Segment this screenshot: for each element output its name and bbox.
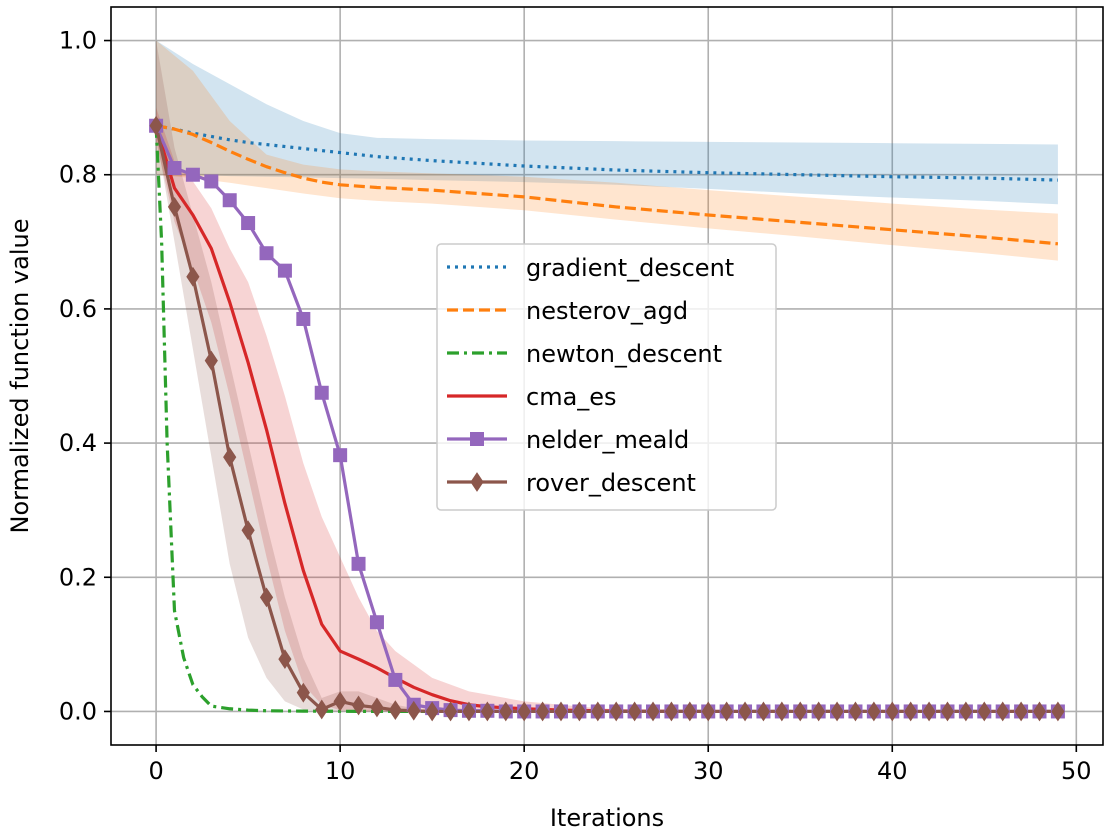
y-tick-label: 0.8 bbox=[59, 161, 97, 189]
rover_descent-marker bbox=[1032, 701, 1047, 722]
legend-label-rover_descent: rover_descent bbox=[526, 469, 696, 497]
rover_descent-marker bbox=[977, 701, 991, 722]
rover_descent-marker bbox=[1051, 701, 1065, 722]
rover_descent-marker bbox=[351, 695, 366, 716]
rover_descent-marker bbox=[738, 701, 752, 722]
x-tick-label: 30 bbox=[693, 757, 724, 785]
y-tick-label: 0.6 bbox=[59, 295, 97, 323]
nelder_meald-marker bbox=[185, 167, 200, 182]
x-tick-label: 50 bbox=[1061, 757, 1092, 785]
nelder_meald-marker bbox=[204, 174, 219, 189]
rover_descent-marker bbox=[867, 701, 881, 722]
rover_descent-marker bbox=[609, 701, 623, 722]
nesterov_agd-line bbox=[155, 124, 1059, 246]
rover_descent-marker bbox=[296, 682, 310, 703]
y-tick-label: 0.0 bbox=[59, 697, 97, 725]
legend-label-newton_descent: newton_descent bbox=[526, 340, 722, 368]
legend: gradient_descent nesterov_agd newton_desce… bbox=[436, 243, 777, 511]
rover_descent-marker bbox=[370, 697, 384, 718]
nelder_meald-marker bbox=[259, 246, 274, 261]
rover_descent-marker bbox=[959, 701, 973, 722]
rover_descent-marker bbox=[149, 115, 163, 136]
rover_descent-marker bbox=[443, 701, 458, 722]
legend-entries: gradient_descent nesterov_agd newton_desce… bbox=[447, 254, 734, 497]
rover_descent-marker bbox=[848, 701, 863, 722]
nelder_meald-marker bbox=[241, 216, 256, 231]
legend-marker-nelder_meald bbox=[470, 432, 484, 446]
y-tick-label: 1.0 bbox=[59, 27, 97, 55]
rover_descent-marker bbox=[996, 701, 1010, 722]
rover_descent-marker bbox=[701, 701, 715, 722]
rover_descent-marker bbox=[315, 699, 329, 720]
axis-ticks: 0 10 20 30 40 50 0.0 0.2 0.4 0.6 0.8 1.0 bbox=[59, 27, 1092, 785]
legend-label-nesterov_agd: nesterov_agd bbox=[526, 297, 688, 325]
nelder_meald-marker bbox=[296, 311, 311, 326]
rover_descent-marker bbox=[241, 520, 255, 541]
rover_descent-marker bbox=[333, 691, 347, 712]
y-tick-label: 0.4 bbox=[59, 429, 97, 457]
rover_descent-marker bbox=[922, 701, 936, 722]
nelder_meald-marker bbox=[369, 615, 384, 630]
rover_descent-marker bbox=[223, 447, 237, 468]
x-axis-label: Iterations bbox=[550, 804, 664, 830]
legend-label-gradient_descent: gradient_descent bbox=[526, 254, 734, 282]
rover_descent-marker bbox=[480, 701, 494, 722]
rover_descent-marker bbox=[517, 701, 531, 722]
legend-marker-rover_descent bbox=[470, 472, 484, 492]
rover_descent-marker bbox=[554, 701, 568, 722]
nesterov_agd-band bbox=[156, 40, 1058, 261]
rover_descent-marker bbox=[940, 701, 955, 722]
y-axis-label: Normalized function value bbox=[6, 219, 34, 534]
x-tick-label: 10 bbox=[325, 757, 356, 785]
rover_descent-marker bbox=[1014, 701, 1028, 722]
y-tick-label: 0.2 bbox=[59, 563, 97, 591]
rover_descent-marker bbox=[535, 701, 550, 722]
rover_descent-marker bbox=[425, 701, 439, 722]
rover_descent-marker bbox=[664, 701, 679, 722]
rover_descent-marker bbox=[683, 701, 697, 722]
rover_descent-marker bbox=[830, 701, 844, 722]
x-tick-label: 40 bbox=[877, 757, 908, 785]
nelder_meald-marker bbox=[167, 161, 182, 176]
series-markers bbox=[149, 115, 1065, 722]
rover_descent-marker bbox=[259, 587, 274, 608]
rover_descent-marker bbox=[775, 701, 789, 722]
nelder_meald-marker bbox=[333, 448, 348, 463]
confidence-bands bbox=[156, 40, 1058, 712]
rover_descent-marker bbox=[278, 649, 292, 670]
rover_descent-marker bbox=[462, 701, 476, 722]
gradient_descent-band bbox=[156, 40, 1058, 205]
rover_descent-marker bbox=[904, 701, 918, 722]
rover_descent-marker bbox=[646, 701, 660, 722]
rover_descent-marker bbox=[628, 701, 642, 722]
rover_descent-marker bbox=[204, 350, 218, 371]
rover_descent-marker bbox=[793, 701, 807, 722]
nelder_meald-marker bbox=[388, 672, 403, 687]
rover_descent-marker bbox=[720, 701, 734, 722]
legend-box bbox=[436, 243, 777, 511]
legend-label-cma_es: cma_es bbox=[526, 383, 617, 411]
nelder_meald-marker bbox=[277, 263, 292, 278]
rover_descent-marker bbox=[499, 701, 513, 722]
nelder_meald-marker bbox=[222, 193, 237, 208]
nelder_meald-marker bbox=[314, 385, 329, 400]
rover_descent-marker bbox=[885, 701, 899, 722]
rover_descent-marker bbox=[186, 266, 200, 287]
x-tick-label: 0 bbox=[148, 757, 163, 785]
legend-label-nelder_meald: nelder_meald bbox=[526, 426, 689, 454]
rover_descent-marker bbox=[388, 700, 402, 721]
nelder_meald-marker bbox=[351, 556, 366, 571]
rover_descent-marker bbox=[407, 700, 421, 721]
rover_descent-marker bbox=[572, 701, 586, 722]
rover_descent-marker bbox=[591, 701, 605, 722]
axes-frame bbox=[110, 6, 1104, 746]
x-tick-label: 20 bbox=[509, 757, 540, 785]
rover_descent-marker bbox=[812, 701, 826, 722]
rover_descent-marker bbox=[756, 701, 771, 722]
rover_descent-marker bbox=[167, 197, 182, 217]
